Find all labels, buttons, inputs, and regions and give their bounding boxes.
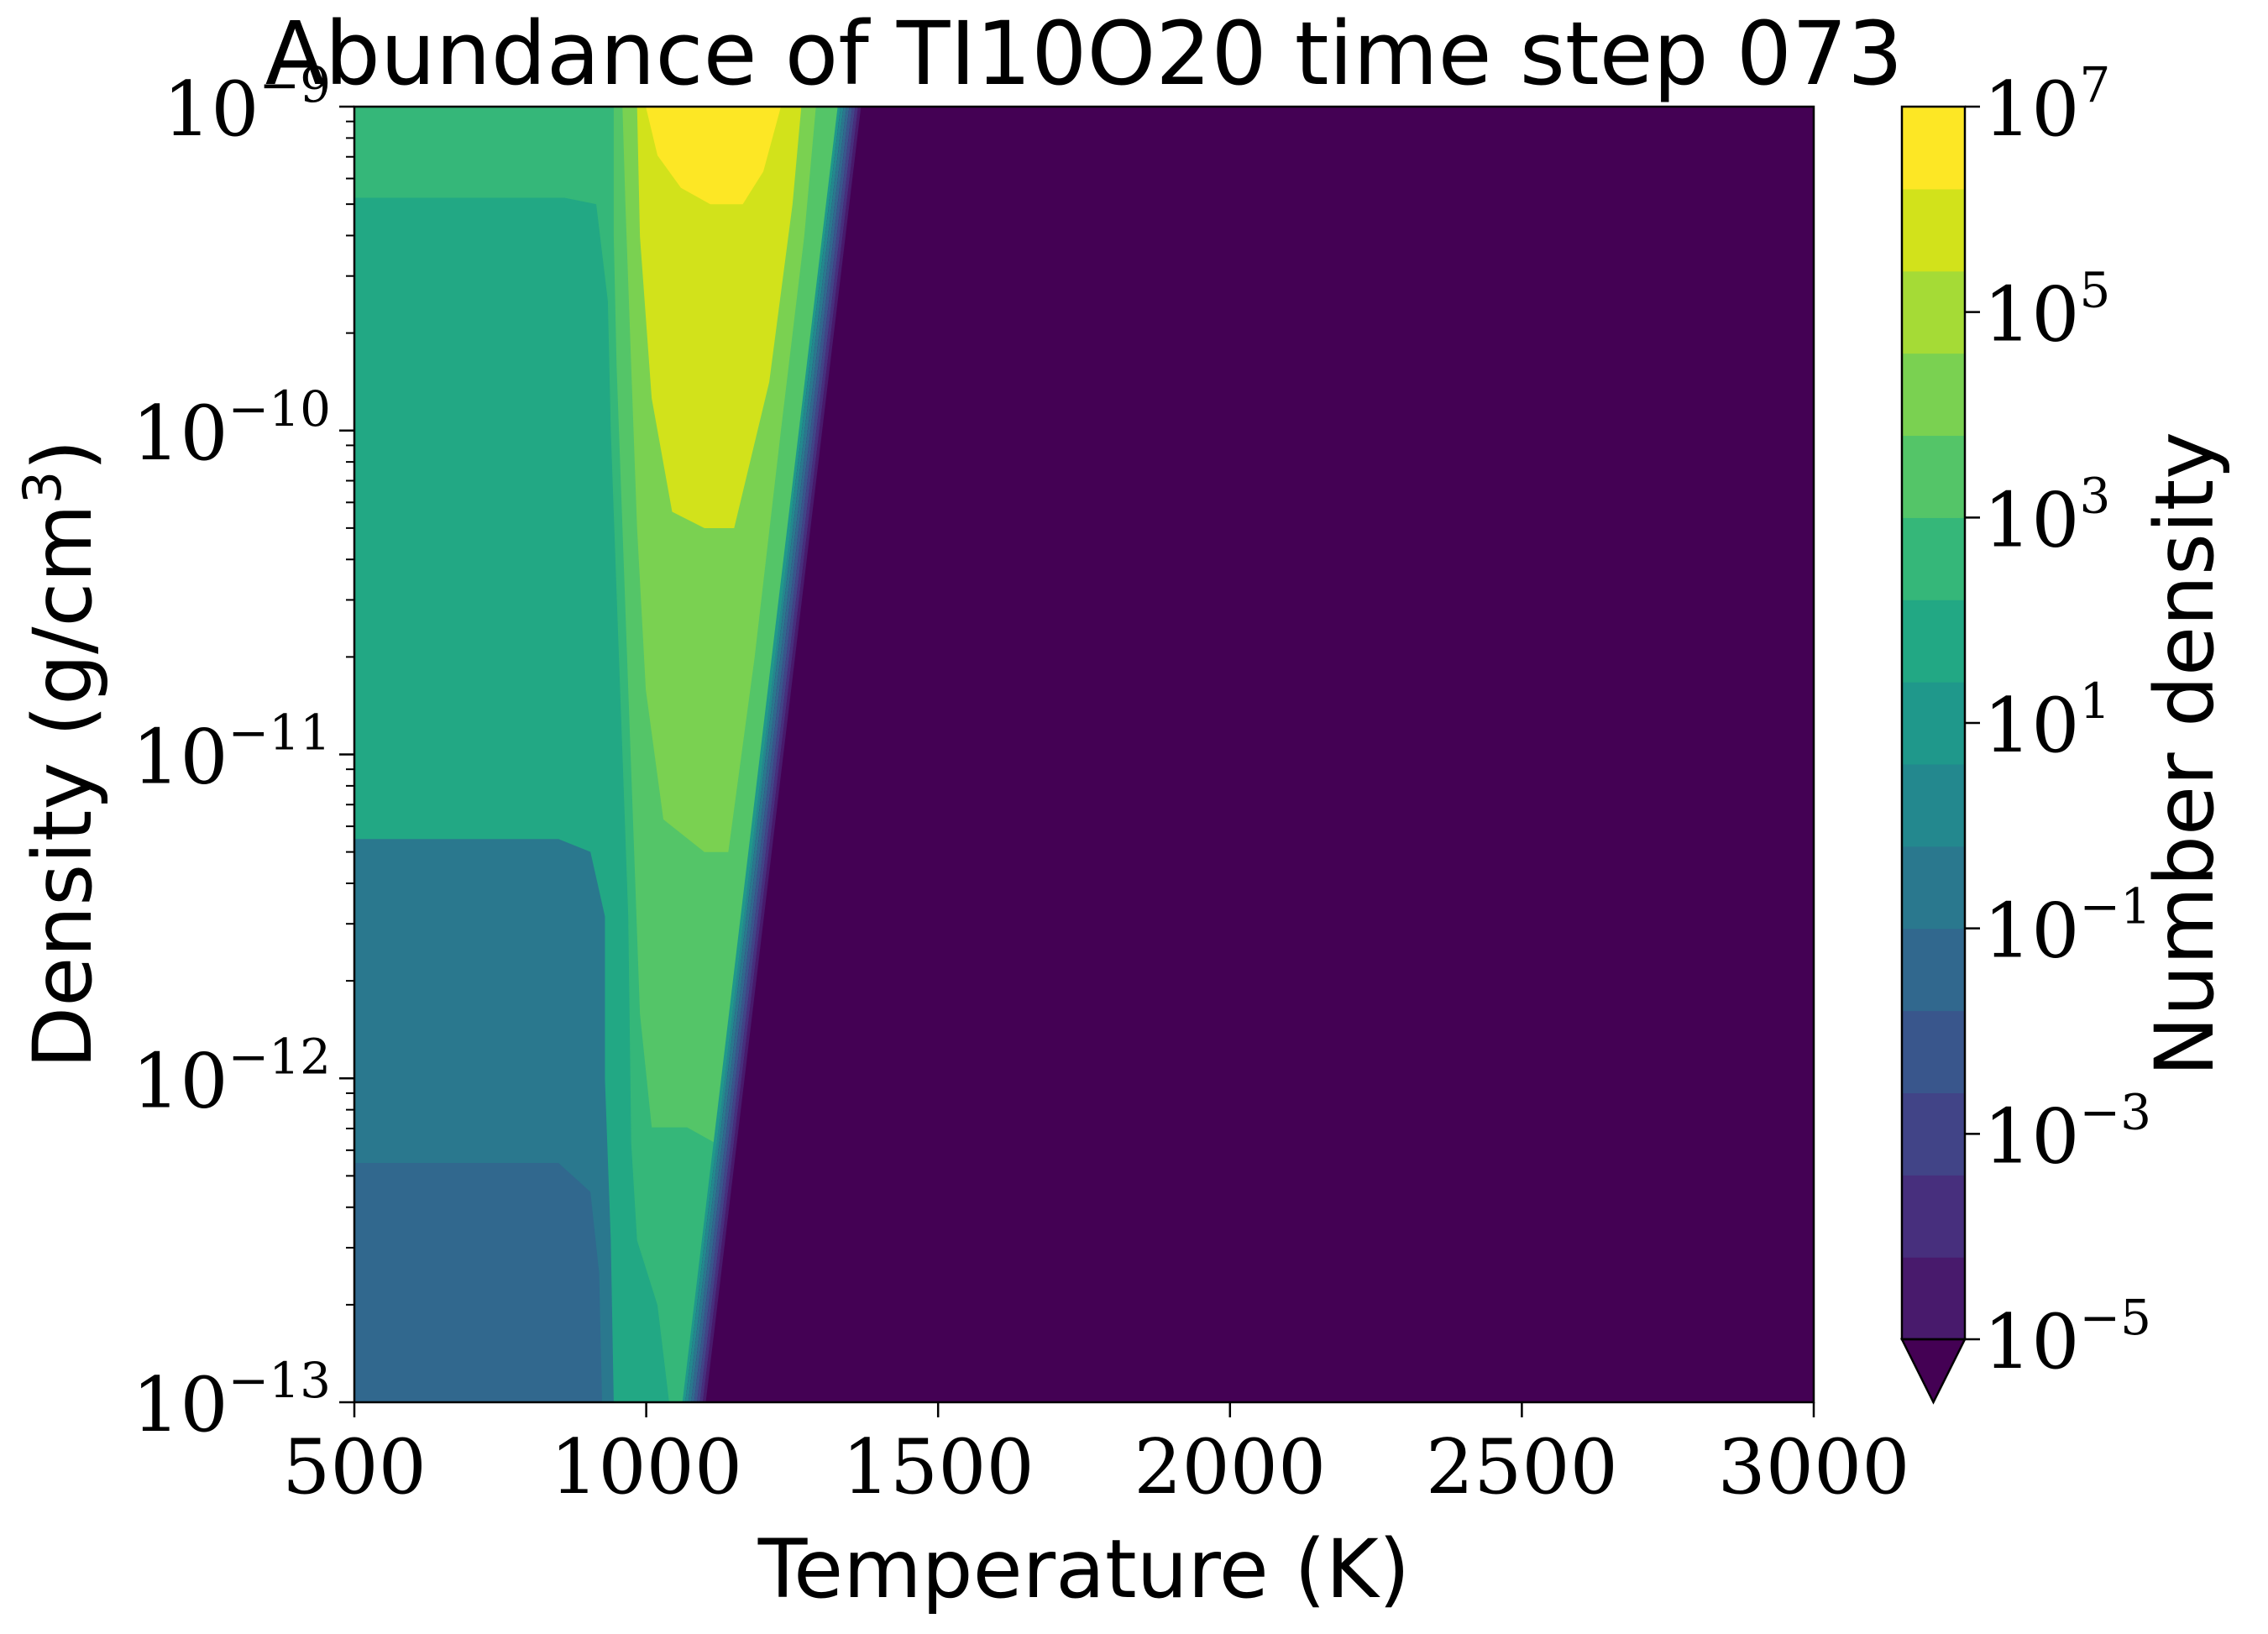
colorbar-tick-exponent: 5 — [2080, 262, 2111, 319]
colorbar-band-14 — [1902, 188, 1965, 272]
colorbar-tick-base: 10 — [1983, 1298, 2080, 1386]
colorbar-band-12 — [1902, 353, 1965, 437]
x-tick-label-500: 500 — [282, 1423, 427, 1511]
y-tick-base: 10 — [132, 1361, 228, 1449]
contour-edge-band-3 — [688, 107, 847, 1402]
y-axis-label: Density (g/cm3) — [12, 439, 110, 1068]
x-axis: 500 1000 1500 2000 2500 3000 — [282, 1402, 1910, 1511]
x-axis-label: Temperature (K) — [757, 1522, 1410, 1616]
colorbar-tick-base: 10 — [1983, 476, 2080, 564]
colorbar-label: Number density — [2138, 432, 2232, 1076]
colorbar-tick-exponent: −3 — [2080, 1083, 2152, 1140]
colorbar-band-1 — [1902, 1257, 1965, 1340]
contour-edge-band-1 — [682, 107, 841, 1402]
x-tick-label-3000: 3000 — [1717, 1423, 1909, 1511]
colorbar-tick-label: 10−5 — [1983, 1289, 2151, 1386]
colorbar-tick-label: 101 — [1983, 673, 2110, 770]
y-tick-exponent: −13 — [228, 1352, 331, 1409]
colorbar-band-5 — [1902, 928, 1965, 1012]
contour-region-1 — [354, 1162, 604, 1402]
y-tick-base: 10 — [132, 1037, 228, 1125]
colorbar-tick-exponent: 1 — [2080, 673, 2111, 730]
colorbar-band-9 — [1902, 600, 1965, 683]
y-tick-base: 10 — [132, 714, 228, 802]
colorbar-tick-base: 10 — [1983, 1092, 2080, 1181]
y-axis-label-main: Density (g/cm — [16, 504, 110, 1069]
colorbar-band-3 — [1902, 1092, 1965, 1176]
y-tick-exponent: −12 — [228, 1028, 331, 1085]
contour-edge-band-7 — [699, 107, 858, 1402]
y-tick-label: 10−9 — [163, 56, 331, 154]
y-tick-label: 10−12 — [132, 1028, 331, 1125]
colorbar-band-7 — [1902, 763, 1965, 847]
x-tick-label-2000: 2000 — [1134, 1423, 1326, 1511]
plot-area — [354, 107, 1814, 1402]
colorbar-tick-label: 10−3 — [1983, 1083, 2151, 1181]
y-axis-label-superscript: 3 — [12, 471, 73, 504]
x-tick-label-1000: 1000 — [550, 1423, 742, 1511]
colorbar-band-11 — [1902, 435, 1965, 518]
contour-edge-band-6 — [697, 107, 856, 1402]
colorbar-tick-label: 10−1 — [1983, 878, 2151, 976]
y-tick-label: 10−13 — [132, 1352, 331, 1449]
y-tick-base: 10 — [132, 390, 228, 478]
chart-title: Abundance of TI10O20 time step 073 — [265, 3, 1904, 105]
colorbar-band-10 — [1902, 517, 1965, 600]
colorbar-band-13 — [1902, 270, 1965, 354]
contour-edge-band-8 — [703, 107, 862, 1402]
y-tick-exponent: −10 — [228, 380, 331, 437]
contour-edge-band-2 — [685, 107, 844, 1402]
colorbar-tick-exponent: −1 — [2080, 878, 2152, 935]
colorbar-band-2 — [1902, 1175, 1965, 1258]
y-axis-label-close: ) — [16, 439, 110, 470]
y-tick-exponent: −11 — [228, 704, 331, 762]
colorbar-tick-label: 103 — [1983, 467, 2110, 564]
colorbar-tick-exponent: 7 — [2080, 56, 2111, 113]
colorbar-tick-exponent: 3 — [2080, 467, 2111, 524]
contour-region-8 — [646, 107, 782, 205]
colorbar-band-6 — [1902, 846, 1965, 930]
contour-edge-band-5 — [694, 107, 852, 1402]
colorbar-tick-base: 10 — [1983, 888, 2080, 976]
colorbar-tick-base: 10 — [1983, 65, 2080, 154]
colorbar-tick-exponent: −5 — [2080, 1289, 2152, 1346]
colorbar-extend-triangle — [1899, 1338, 1967, 1405]
colorbar-tick-base: 10 — [1983, 271, 2080, 359]
y-tick-base: 10 — [163, 65, 259, 154]
colorbar-band-15 — [1902, 107, 1965, 190]
colorbar-tick-label: 107 — [1983, 56, 2110, 154]
x-tick-label-1500: 1500 — [842, 1423, 1034, 1511]
y-tick-label: 10−10 — [132, 380, 331, 478]
y-tick-label: 10−11 — [132, 704, 331, 802]
colorbar-tick-base: 10 — [1983, 682, 2080, 770]
x-tick-label-2500: 2500 — [1426, 1423, 1618, 1511]
colorbar-tick-label: 105 — [1983, 262, 2110, 359]
y-tick-exponent: −9 — [259, 56, 332, 113]
contour-edge-band-4 — [691, 107, 850, 1402]
colorbar-band-4 — [1902, 1010, 1965, 1093]
colorbar-band-8 — [1902, 682, 1965, 765]
